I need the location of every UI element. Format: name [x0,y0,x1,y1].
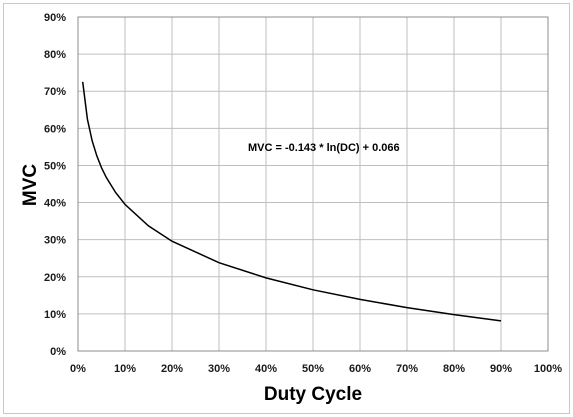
x-tick-label: 70% [396,363,418,375]
plot-border [77,16,549,352]
x-axis-title: Duty Cycle [264,384,362,405]
x-tick-label: 50% [302,363,324,375]
x-tick-label: 0% [70,363,86,375]
x-tick-label: 100% [534,363,562,375]
x-tick-label: 30% [208,363,230,375]
y-axis-title: MVC [20,164,41,207]
x-tick-label: 20% [161,363,183,375]
series [81,81,502,322]
chart-frame [3,3,570,414]
y-tick-label: 50% [44,160,66,172]
y-tick-label: 30% [44,235,66,247]
x-axis-ticks: 0% 10% 20% 30% 40% 50% 60% 70% 80% 90% 100% [70,363,562,375]
y-tick-label: 0% [50,346,66,358]
x-tick-label: 80% [443,363,465,375]
y-axis-ticks: 0% 10% 20% 30% 40% 50% 60% 70% 80% 90% [44,12,66,358]
x-tick-label: 40% [255,363,277,375]
x-tick-label: 10% [114,363,136,375]
x-tick-label: 60% [349,363,371,375]
y-tick-label: 80% [44,49,66,61]
y-tick-label: 60% [44,123,66,135]
series-line-mvc [81,81,502,322]
y-tick-label: 10% [44,309,66,321]
plot-area [77,16,549,352]
y-tick-label: 70% [44,86,66,98]
y-tick-label: 20% [44,272,66,284]
y-tick-label: 40% [44,198,66,210]
y-tick-label: 90% [44,12,66,24]
x-tick-label: 90% [490,363,512,375]
equation-annotation: MVC = -0.143 * ln(DC) + 0.066 [248,142,400,154]
grid [77,16,549,352]
